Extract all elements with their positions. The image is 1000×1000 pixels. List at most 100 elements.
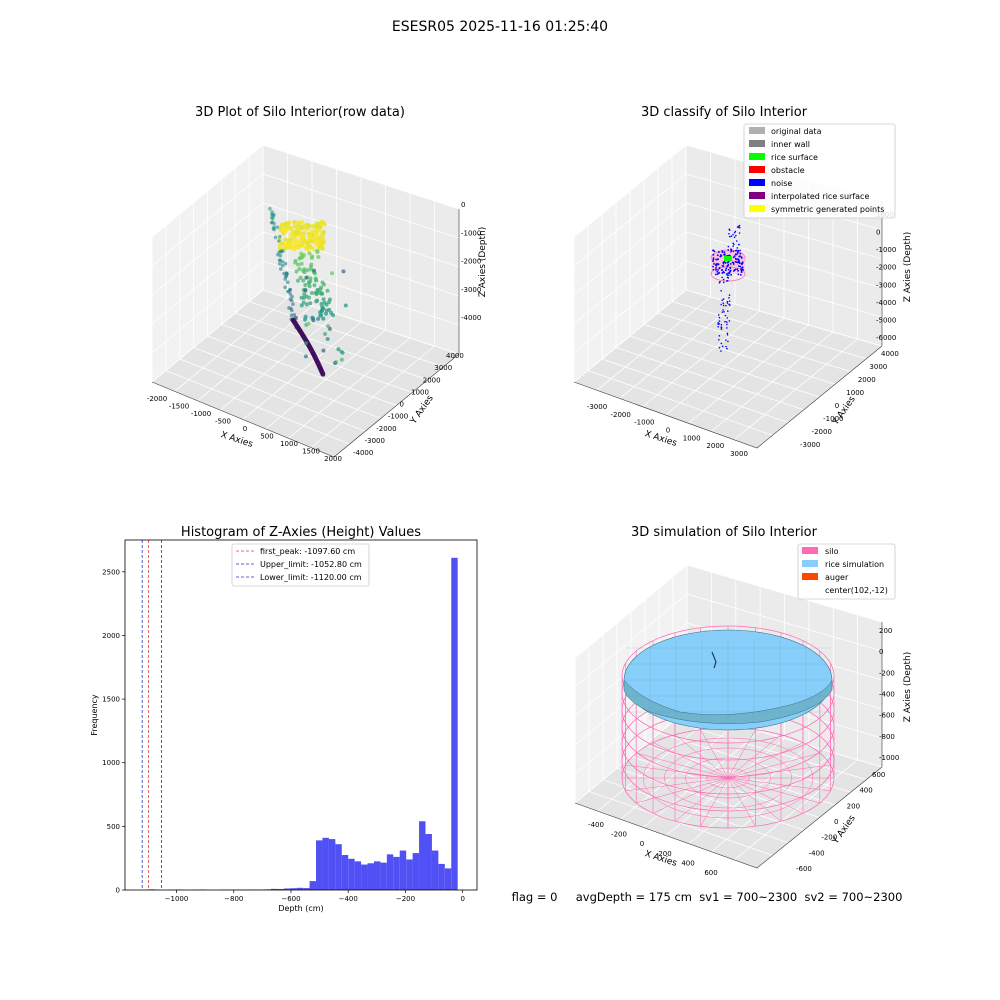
histogram-bar [283, 888, 291, 890]
data-point [312, 283, 317, 288]
noise-point [726, 327, 728, 329]
z-tick-label: 0 [461, 201, 465, 209]
x-tick-label: 600 [704, 869, 717, 877]
x-tick-label: 400 [681, 859, 694, 867]
data-point [297, 230, 302, 236]
z-tick-label: -1000 [461, 229, 481, 237]
grid-line [657, 312, 851, 372]
noise-point [739, 252, 742, 255]
x-tick-label: -1500 [169, 403, 189, 411]
data-point [323, 332, 328, 337]
data-point [280, 263, 285, 268]
data-point [308, 233, 313, 239]
grid-line [151, 173, 460, 267]
data-point [302, 292, 307, 297]
histogram-bar [277, 888, 284, 890]
data-point [320, 291, 325, 296]
noise-point [728, 300, 731, 302]
data-point [285, 280, 290, 285]
data-point [279, 222, 285, 227]
y-tick-label: 1000 [411, 388, 429, 396]
data-point [323, 311, 328, 316]
histogram-bar [373, 861, 381, 890]
noise-point [727, 268, 730, 271]
noise-point [736, 247, 739, 249]
panel1-zlabel: Z Axies (Depth) [478, 227, 488, 298]
x-tick-label: 2000 [324, 455, 342, 463]
noise-point [741, 268, 744, 271]
noise-point [712, 249, 715, 252]
z-tick-label: -200 [879, 669, 895, 677]
data-point [288, 292, 293, 296]
noise-point [727, 249, 730, 251]
data-point [281, 227, 286, 232]
legend-entry: obstacle [771, 166, 805, 175]
data-point [289, 244, 294, 249]
data-point [307, 295, 312, 300]
silo-floor-ring [685, 757, 771, 799]
panel2-title: 3D classify of Silo Interior [641, 105, 808, 120]
noise-point [728, 304, 731, 306]
data-point [270, 215, 274, 220]
data-point [321, 239, 326, 244]
data-point [312, 268, 317, 273]
z-tick-label: -600 [879, 712, 895, 720]
data-point [327, 307, 332, 312]
z-tick-label: -2000 [461, 258, 481, 266]
grid-line [671, 301, 867, 360]
noise-point [712, 265, 714, 268]
data-point [304, 302, 309, 307]
noise-point [717, 269, 719, 271]
data-point [289, 226, 294, 231]
noise-point [717, 323, 719, 326]
noise-point [714, 267, 717, 269]
data-point [273, 235, 278, 240]
grid-line [574, 564, 883, 659]
legend-swatch [749, 179, 765, 186]
data-point [320, 371, 326, 377]
data-point [310, 237, 315, 243]
data-point [324, 302, 329, 307]
noise-point [717, 251, 720, 253]
data-point [299, 226, 304, 231]
y-tick-label: 3000 [434, 364, 452, 372]
data-point [285, 243, 290, 248]
noise-point [722, 278, 725, 281]
legend-swatch [749, 166, 765, 173]
noise-point [740, 256, 743, 259]
x-tick-label: -1000 [191, 410, 211, 418]
data-point [304, 275, 309, 280]
data-point [318, 287, 323, 292]
rice-surface [623, 629, 833, 731]
x-tick-label: -2000 [610, 411, 630, 419]
grid-line [288, 337, 411, 439]
x-tick-label: 2000 [706, 442, 724, 450]
data-point [293, 260, 298, 265]
x-tick-label: 1000 [683, 434, 701, 442]
grid-line [573, 231, 883, 325]
axis-edge [574, 766, 883, 869]
noise-point [721, 272, 724, 274]
x-tick-label: −800 [224, 895, 243, 903]
data-point [313, 224, 319, 229]
histogram-ticks: −1000 −800 −600 −400 −200 0 0 500 1000 1500 2000 25… [102, 568, 465, 903]
silo-floor-spoke [727, 764, 831, 779]
noise-point [720, 342, 723, 345]
y-tick-label: -3000 [800, 441, 820, 449]
data-point [340, 350, 345, 355]
x-tick-label: −1000 [165, 895, 189, 903]
data-point [299, 219, 305, 225]
noise-point [722, 281, 725, 284]
noise-point [728, 229, 731, 231]
rice-surface-mark [724, 256, 732, 261]
data-point [341, 269, 346, 274]
x-tick-label: -400 [588, 821, 604, 829]
histogram-bar [348, 858, 355, 890]
data-point [321, 297, 326, 302]
data-point [339, 357, 344, 362]
noise-point [734, 268, 737, 271]
y-tick-label: 0 [835, 402, 839, 410]
grid-line [733, 338, 858, 441]
data-point [322, 221, 327, 227]
data-point [316, 316, 321, 321]
